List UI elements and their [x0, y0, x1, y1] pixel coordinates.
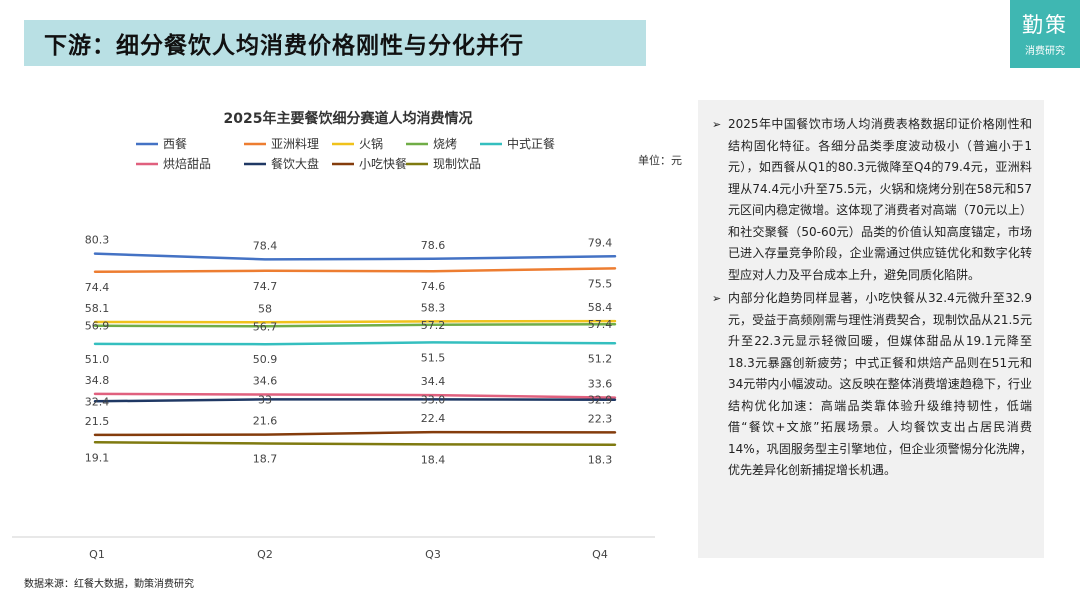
series-line — [93, 319, 617, 324]
data-label: 21.6 — [253, 415, 278, 428]
legend-label: 烘焙甜品 — [163, 156, 211, 171]
brand-logo: 勤策 消费研究 — [1010, 0, 1080, 68]
header-banner: 下游：细分餐饮人均消费价格刚性与分化并行 — [24, 20, 646, 66]
data-label: 74.6 — [421, 280, 446, 293]
data-label: 51.5 — [421, 351, 446, 364]
data-label: 51.0 — [85, 353, 110, 366]
legend-label: 餐饮大盘 — [271, 156, 319, 171]
data-label: 57.2 — [421, 319, 446, 332]
data-label: 57.4 — [588, 318, 613, 331]
analysis-paragraph-2: ➢ 内部分化趋势同样显著，小吃快餐从32.4元微升至32.9元，受益于高频刚需与理… — [712, 288, 1032, 482]
bullet-arrow-icon: ➢ — [712, 292, 722, 305]
data-label: 34.4 — [421, 375, 446, 388]
data-label: 22.4 — [421, 412, 446, 425]
data-label: 79.4 — [588, 236, 613, 249]
chart-title: 2025年主要餐饮细分赛道人均消费情况 — [224, 110, 473, 127]
data-label: 80.3 — [85, 234, 110, 247]
x-tick-label: Q4 — [592, 548, 608, 561]
legend-label: 火锅 — [359, 136, 383, 151]
data-label: 74.7 — [253, 280, 278, 293]
data-label: 50.9 — [253, 353, 278, 366]
legend-label: 中式正餐 — [507, 136, 555, 151]
data-label: 58 — [258, 302, 272, 315]
legend-label: 西餐 — [163, 136, 187, 151]
series-line — [93, 441, 617, 446]
legend-label: 亚洲料理 — [271, 137, 319, 151]
logo-name: 勤策 — [1022, 12, 1068, 37]
data-label: 18.3 — [588, 454, 613, 467]
data-label: 33.6 — [588, 378, 613, 391]
data-label: 33.0 — [421, 393, 446, 406]
data-label: 58.4 — [588, 301, 613, 314]
data-label: 75.5 — [588, 277, 613, 290]
data-label: 22.3 — [588, 412, 613, 425]
series-line — [93, 267, 617, 274]
data-label: 34.6 — [253, 374, 278, 387]
series-line — [93, 252, 617, 261]
data-label: 56.9 — [85, 320, 110, 333]
series-line — [93, 322, 617, 328]
series-line — [93, 341, 617, 346]
data-label: 56.7 — [253, 320, 278, 333]
series-line — [93, 398, 617, 403]
data-label: 32.9 — [588, 394, 613, 407]
page-title: 下游：细分餐饮人均消费价格刚性与分化并行 — [44, 33, 524, 59]
legend-label: 小吃快餐 — [359, 156, 407, 171]
data-label: 74.4 — [85, 281, 110, 294]
unit-label: 单位：元 — [638, 154, 682, 167]
data-label: 51.2 — [588, 352, 613, 365]
series-line — [93, 392, 617, 399]
data-label: 78.6 — [421, 239, 446, 252]
data-label: 32.4 — [85, 395, 110, 408]
data-label: 58.3 — [421, 301, 446, 314]
bullet-arrow-icon: ➢ — [712, 118, 722, 131]
analysis-panel: ➢ 2025年中国餐饮市场人均消费表格数据印证价格刚性和结构固化特征。各细分品类季… — [698, 100, 1044, 558]
series-line — [93, 430, 617, 437]
data-label: 33 — [258, 393, 272, 406]
legend-label: 现制饮品 — [433, 157, 481, 171]
analysis-paragraph-1: ➢ 2025年中国餐饮市场人均消费表格数据印证价格刚性和结构固化特征。各细分品类季… — [712, 114, 1032, 286]
data-label: 78.4 — [253, 239, 278, 252]
x-tick-label: Q3 — [425, 548, 441, 561]
x-tick-label: Q2 — [257, 548, 273, 561]
data-label: 18.4 — [421, 453, 446, 466]
data-label: 34.8 — [85, 374, 110, 387]
x-tick-label: Q1 — [89, 548, 105, 561]
data-label: 58.1 — [85, 302, 110, 315]
legend-label: 烧烤 — [433, 136, 457, 151]
data-source-note: 数据来源：红餐大数据，勤策消费研究 — [24, 579, 194, 590]
logo-subtitle: 消费研究 — [1025, 45, 1065, 57]
data-label: 21.5 — [85, 415, 110, 428]
data-label: 19.1 — [85, 451, 110, 464]
data-label: 18.7 — [253, 453, 278, 466]
